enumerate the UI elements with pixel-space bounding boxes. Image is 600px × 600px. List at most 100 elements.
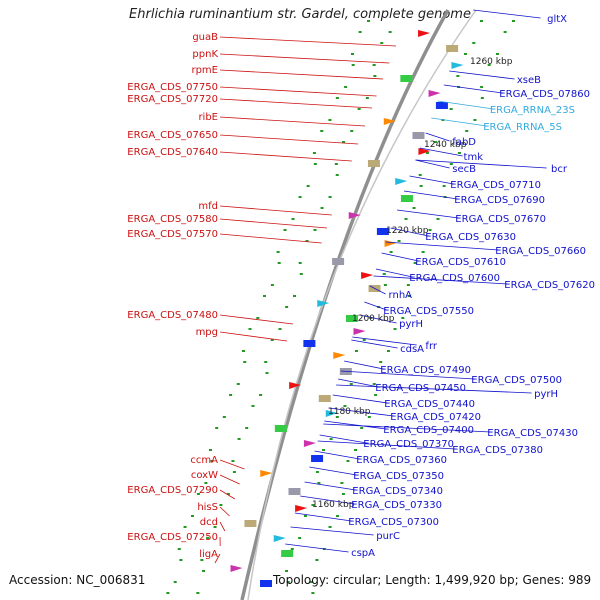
gc-dot xyxy=(219,504,223,506)
gene-label-left: guaB xyxy=(192,32,218,43)
label-connector xyxy=(309,466,357,476)
gene-label-left: ccmA xyxy=(190,455,218,466)
gc-dot xyxy=(428,229,432,231)
label-connector xyxy=(219,314,294,325)
kbp-tick-label: 1240 kbp xyxy=(424,140,467,150)
gc-dot xyxy=(362,339,366,341)
gc-dot xyxy=(434,141,438,143)
gc-dot xyxy=(449,163,453,165)
gene-block xyxy=(376,228,389,235)
label-connector xyxy=(344,360,384,370)
label-connector xyxy=(381,252,419,262)
gene-label-right: cdsA xyxy=(400,344,424,355)
gene-label-right: ERGA_CDS_07440 xyxy=(384,399,475,410)
gc-dot xyxy=(232,471,236,473)
gc-dot xyxy=(229,394,233,396)
gc-dot xyxy=(351,64,355,66)
gene-block xyxy=(260,580,273,587)
gene-label-left: ERGA_CDS_07570 xyxy=(127,229,218,240)
gc-dot xyxy=(317,482,321,484)
gene-label-left: ribE xyxy=(198,112,218,123)
gene-label-left: mfd xyxy=(198,201,218,212)
kbp-tick-label: 1160 kbp xyxy=(312,500,355,510)
label-connector xyxy=(359,314,397,324)
gc-dot xyxy=(277,262,281,264)
gc-dot xyxy=(328,119,332,121)
gc-dot xyxy=(256,317,260,319)
gene-label-left: ERGA_CDS_07650 xyxy=(127,130,218,141)
gc-dot xyxy=(190,515,194,517)
gc-dot xyxy=(215,427,219,429)
gene-label-left: ppnK xyxy=(192,49,218,60)
gene-arrow xyxy=(317,300,330,307)
gene-label-right: secB xyxy=(452,164,476,175)
label-connector xyxy=(390,227,429,237)
gene-label-right: ERGA_RRNA_5S xyxy=(483,122,562,133)
gc-dot xyxy=(369,317,373,319)
label-connector xyxy=(290,526,374,536)
genome-backbone-outer xyxy=(247,9,477,600)
gene-block xyxy=(435,102,448,109)
label-connector xyxy=(415,159,547,169)
gene-label-left: ERGA_CDS_07290 xyxy=(127,485,218,496)
gc-dot xyxy=(354,350,358,352)
label-connector xyxy=(437,100,494,110)
label-connector xyxy=(338,378,379,388)
gene-label-right: ERGA_CDS_07430 xyxy=(487,428,578,439)
gc-dot xyxy=(179,559,183,561)
gene-label-right: ERGA_CDS_07670 xyxy=(455,214,546,225)
gc-dot xyxy=(350,53,354,55)
gene-label-right: tmk xyxy=(464,152,484,163)
gc-dot xyxy=(397,240,401,242)
label-connector xyxy=(419,147,463,157)
gene-label-right: ERGA_CDS_07620 xyxy=(504,280,595,291)
gc-dot xyxy=(299,273,303,275)
label-connector xyxy=(385,241,499,251)
label-connector xyxy=(473,9,541,19)
gc-dot xyxy=(309,581,313,583)
gene-arrow xyxy=(418,148,431,155)
gene-arrow xyxy=(333,352,346,359)
gene-label-left: rpmE xyxy=(191,65,218,76)
gc-dots xyxy=(166,20,516,594)
gene-arrow xyxy=(303,440,316,447)
gc-dot xyxy=(183,526,187,528)
label-connector xyxy=(319,434,367,444)
gc-dot xyxy=(315,471,319,473)
label-connector xyxy=(285,543,349,553)
label-connector xyxy=(219,331,288,342)
gc-dot xyxy=(166,592,170,594)
gc-dot xyxy=(425,152,429,154)
gene-label-left: ERGA_CDS_07480 xyxy=(127,310,218,321)
gc-dot xyxy=(335,416,339,418)
gc-dot xyxy=(343,405,347,407)
gc-dot xyxy=(383,284,387,286)
gc-dot xyxy=(342,141,346,143)
gc-dot xyxy=(367,416,371,418)
label-connector xyxy=(219,506,230,517)
gc-dot xyxy=(358,31,362,33)
label-connector xyxy=(300,495,355,505)
label-connector xyxy=(219,36,397,47)
gene-arrow xyxy=(348,212,361,219)
gene-arrow xyxy=(384,240,397,247)
topology-text: Topology: circular; Length: 1,499,920 bp… xyxy=(273,573,592,587)
label-connector xyxy=(403,190,458,200)
label-connector xyxy=(219,86,377,97)
gene-label-right: ERGA_RRNA_23S xyxy=(490,105,575,116)
gene-label-right: ERGA_CDS_07710 xyxy=(450,180,541,191)
gc-dot xyxy=(237,438,241,440)
label-connector xyxy=(369,285,386,295)
gc-dot xyxy=(382,273,386,275)
gc-dot xyxy=(350,130,354,132)
gene-label-right: ERGA_CDS_07380 xyxy=(452,445,543,456)
gene-label-right: frr xyxy=(425,341,437,352)
gc-dot xyxy=(328,196,332,198)
gc-dot xyxy=(270,339,274,341)
gc-dot xyxy=(418,174,422,176)
gc-dot xyxy=(177,548,181,550)
gc-dot xyxy=(196,493,200,495)
gc-dot xyxy=(265,372,269,374)
gc-dot xyxy=(303,515,307,517)
gene-arrow xyxy=(295,505,308,512)
